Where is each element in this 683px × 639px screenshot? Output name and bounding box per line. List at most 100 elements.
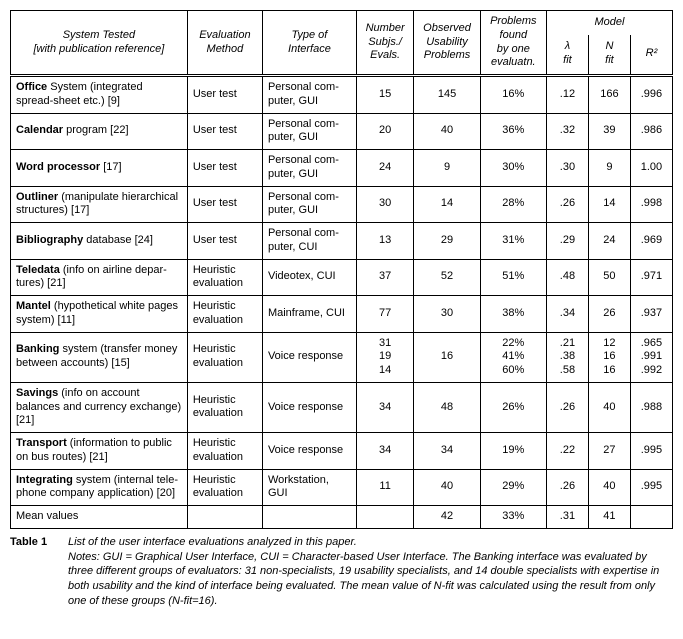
table-row: Savings (info on account balances and cu… bbox=[11, 382, 673, 432]
header-obs: Observed Usability Problems bbox=[414, 11, 480, 75]
cell-lambda: .26 bbox=[546, 186, 588, 223]
cell-found: 19% bbox=[480, 433, 546, 470]
cell-r2: .996 bbox=[630, 76, 672, 114]
cell-system: Transport (information to public on bus … bbox=[11, 433, 188, 470]
cell-type: Personal com-puter, GUI bbox=[262, 76, 356, 114]
header-subjs: Number Subjs./ Evals. bbox=[356, 11, 413, 75]
cell-system: Word processor [17] bbox=[11, 150, 188, 187]
table-row: Office System (integrated spread-sheet e… bbox=[11, 76, 673, 114]
mean-row: Mean values4233%.3141 bbox=[11, 506, 673, 529]
cell-eval: Heuristic evaluation bbox=[187, 433, 262, 470]
cell-obs: 40 bbox=[414, 113, 480, 150]
cell-r2: .998 bbox=[630, 186, 672, 223]
table-row: Word processor [17]User testPersonal com… bbox=[11, 150, 673, 187]
cell-eval: Heuristic evaluation bbox=[187, 259, 262, 296]
cell-found: 16% bbox=[480, 76, 546, 114]
cell-type: Voice response bbox=[262, 332, 356, 382]
cell-eval: Heuristic evaluation bbox=[187, 469, 262, 506]
cell-r2: .937 bbox=[630, 296, 672, 333]
mean-eval bbox=[187, 506, 262, 529]
cell-system: Banking system (transfer money between a… bbox=[11, 332, 188, 382]
table-row: Outliner (manipulate hierarchical struct… bbox=[11, 186, 673, 223]
cell-eval: Heuristic evaluation bbox=[187, 332, 262, 382]
cell-subjs: 15 bbox=[356, 76, 413, 114]
cell-r2: 1.00 bbox=[630, 150, 672, 187]
cell-r2: .969 bbox=[630, 223, 672, 260]
header-found: Problems found by one evaluatn. bbox=[480, 11, 546, 75]
header-type: Type of Interface bbox=[262, 11, 356, 75]
cell-obs: 34 bbox=[414, 433, 480, 470]
table-row: Calendar program [22]User testPersonal c… bbox=[11, 113, 673, 150]
cell-nfit: 166 bbox=[588, 76, 630, 114]
cell-lambda: .29 bbox=[546, 223, 588, 260]
cell-found: 30% bbox=[480, 150, 546, 187]
cell-found: 29% bbox=[480, 469, 546, 506]
cell-nfit: 9 bbox=[588, 150, 630, 187]
mean-lambda: .31 bbox=[546, 506, 588, 529]
cell-system: Calendar program [22] bbox=[11, 113, 188, 150]
cell-subjs: 31 19 14 bbox=[356, 332, 413, 382]
header-lambda: λ fit bbox=[546, 35, 588, 74]
cell-obs: 16 bbox=[414, 332, 480, 382]
cell-found: 31% bbox=[480, 223, 546, 260]
cell-nfit: 50 bbox=[588, 259, 630, 296]
table-row: Teledata (info on airline depar-tures) [… bbox=[11, 259, 673, 296]
cell-system: Integrating system (internal tele-phone … bbox=[11, 469, 188, 506]
cell-obs: 145 bbox=[414, 76, 480, 114]
cell-obs: 9 bbox=[414, 150, 480, 187]
cell-r2: .965 .991 .992 bbox=[630, 332, 672, 382]
table-row: Mantel (hypothetical white pages system)… bbox=[11, 296, 673, 333]
header-system: System Tested [with publication referenc… bbox=[11, 11, 188, 75]
cell-subjs: 20 bbox=[356, 113, 413, 150]
cell-lambda: .26 bbox=[546, 469, 588, 506]
cell-system: Savings (info on account balances and cu… bbox=[11, 382, 188, 432]
cell-type: Voice response bbox=[262, 433, 356, 470]
table-row: Banking system (transfer money between a… bbox=[11, 332, 673, 382]
header-nfit: N fit bbox=[588, 35, 630, 74]
cell-r2: .971 bbox=[630, 259, 672, 296]
cell-system: Office System (integrated spread-sheet e… bbox=[11, 76, 188, 114]
cell-lambda: .21 .38 .58 bbox=[546, 332, 588, 382]
mean-found: 33% bbox=[480, 506, 546, 529]
cell-type: Personal com-puter, CUI bbox=[262, 223, 356, 260]
table-row: Bibliography database [24]User testPerso… bbox=[11, 223, 673, 260]
mean-label: Mean values bbox=[11, 506, 188, 529]
cell-found: 26% bbox=[480, 382, 546, 432]
cell-system: Bibliography database [24] bbox=[11, 223, 188, 260]
cell-type: Personal com-puter, GUI bbox=[262, 113, 356, 150]
cell-type: Personal com-puter, GUI bbox=[262, 186, 356, 223]
cell-system: Teledata (info on airline depar-tures) [… bbox=[11, 259, 188, 296]
cell-nfit: 27 bbox=[588, 433, 630, 470]
cell-subjs: 11 bbox=[356, 469, 413, 506]
cell-lambda: .32 bbox=[546, 113, 588, 150]
cell-nfit: 39 bbox=[588, 113, 630, 150]
cell-eval: Heuristic evaluation bbox=[187, 296, 262, 333]
table-caption: Table 1 List of the user interface evalu… bbox=[10, 535, 673, 609]
evaluation-table: System Tested [with publication referenc… bbox=[10, 10, 673, 529]
cell-subjs: 24 bbox=[356, 150, 413, 187]
cell-obs: 29 bbox=[414, 223, 480, 260]
cell-subjs: 34 bbox=[356, 433, 413, 470]
table-row: Transport (information to public on bus … bbox=[11, 433, 673, 470]
cell-subjs: 34 bbox=[356, 382, 413, 432]
cell-nfit: 14 bbox=[588, 186, 630, 223]
cell-system: Outliner (manipulate hierarchical struct… bbox=[11, 186, 188, 223]
cell-type: Workstation, GUI bbox=[262, 469, 356, 506]
cell-lambda: .22 bbox=[546, 433, 588, 470]
mean-obs: 42 bbox=[414, 506, 480, 529]
cell-found: 28% bbox=[480, 186, 546, 223]
cell-eval: User test bbox=[187, 113, 262, 150]
cell-type: Personal com-puter, GUI bbox=[262, 150, 356, 187]
cell-subjs: 13 bbox=[356, 223, 413, 260]
cell-r2: .988 bbox=[630, 382, 672, 432]
cell-eval: User test bbox=[187, 150, 262, 187]
cell-lambda: .48 bbox=[546, 259, 588, 296]
cell-obs: 30 bbox=[414, 296, 480, 333]
cell-subjs: 77 bbox=[356, 296, 413, 333]
cell-subjs: 30 bbox=[356, 186, 413, 223]
cell-nfit: 24 bbox=[588, 223, 630, 260]
cell-subjs: 37 bbox=[356, 259, 413, 296]
cell-eval: User test bbox=[187, 223, 262, 260]
cell-eval: Heuristic evaluation bbox=[187, 382, 262, 432]
cell-nfit: 40 bbox=[588, 382, 630, 432]
